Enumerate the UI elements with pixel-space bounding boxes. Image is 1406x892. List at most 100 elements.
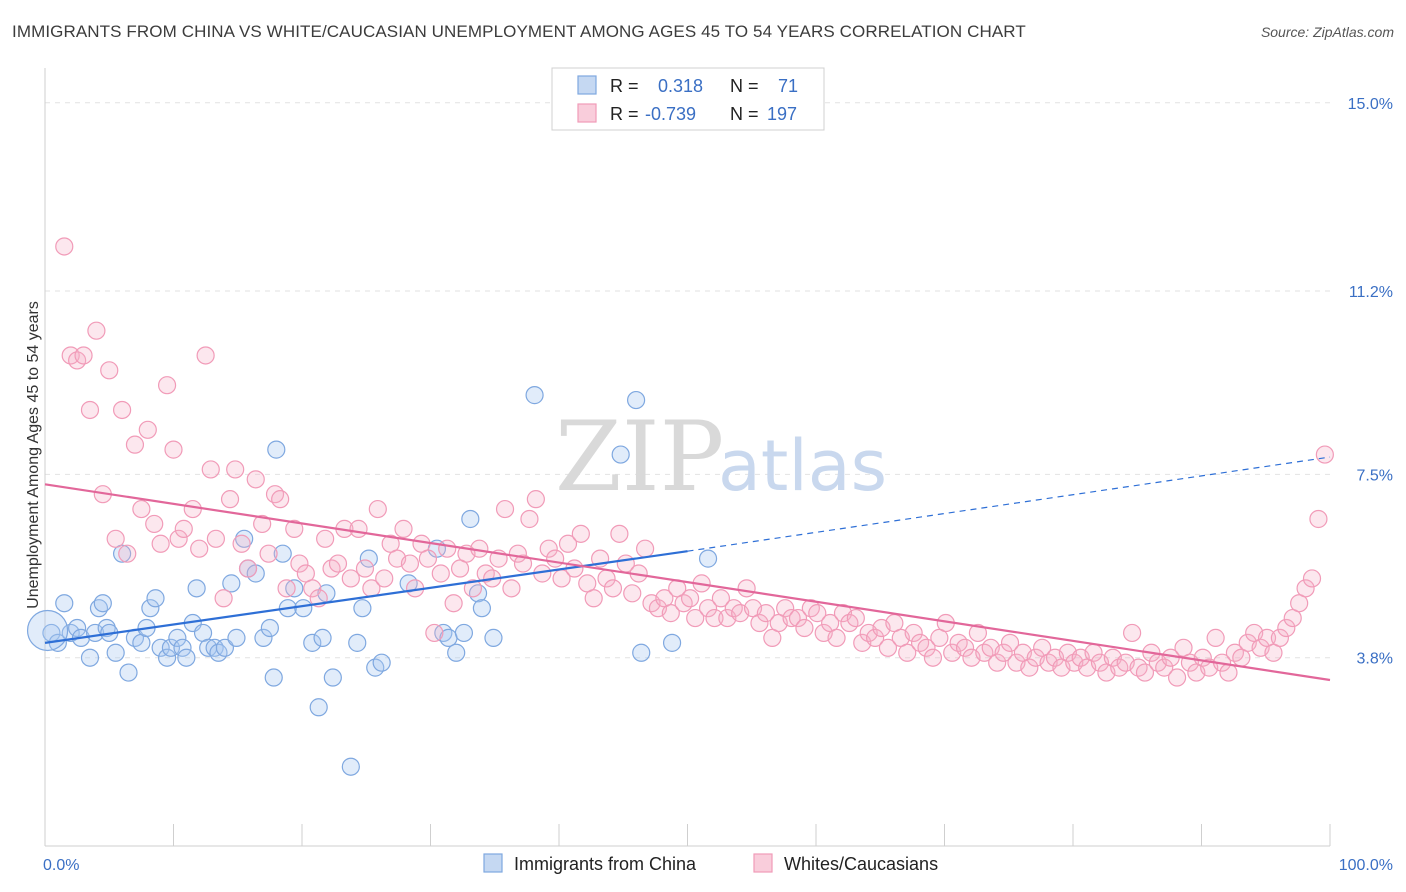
china-point-12	[106, 643, 125, 662]
white-point-133	[904, 623, 923, 643]
white-point-10	[118, 544, 137, 563]
china-point-65	[472, 599, 491, 618]
white-point-195	[1302, 569, 1322, 588]
tick-labels: 3.8% 7.5% 11.2% 15.0% 0.0% 100.0%	[43, 96, 1393, 874]
white-point-107	[737, 579, 756, 598]
x-tick-label-start: 0.0%	[43, 857, 79, 874]
white-point-180	[1206, 628, 1225, 647]
y-tick-label-1: 7.5%	[1357, 467, 1393, 484]
legend-swatch-white	[753, 853, 773, 873]
china-point-66	[484, 628, 503, 647]
china-point-39	[260, 618, 279, 638]
white-point-115	[788, 608, 808, 628]
china-point-46	[303, 633, 322, 652]
white-point-91	[635, 539, 655, 558]
china-point-69	[626, 390, 646, 410]
white-point-127	[866, 628, 885, 647]
china-point-53	[353, 599, 372, 618]
china-point-32	[215, 638, 234, 657]
white-point-39	[303, 579, 322, 598]
grid-lines	[45, 102, 1330, 659]
trend-line-china-extension	[687, 456, 1331, 552]
china-point-24	[173, 638, 192, 657]
stats-swatch-china	[577, 75, 597, 95]
china-point-25	[177, 648, 196, 667]
chart-source: Source: ZipAtlas.com	[1260, 24, 1394, 40]
white-point-197	[1315, 445, 1334, 464]
china-point-4	[68, 618, 87, 638]
legend-label-white: Whites/Caucasians	[784, 854, 938, 874]
white-point-28	[232, 534, 251, 553]
china-point-23	[168, 628, 187, 647]
stats-swatch-white	[577, 103, 597, 123]
china-point-68	[611, 445, 630, 464]
white-point-15	[151, 534, 170, 553]
white-point-169	[1135, 663, 1155, 682]
legend-label-china: Immigrants from China	[514, 854, 697, 874]
white-point-98	[680, 589, 700, 608]
white-point-72	[513, 554, 533, 573]
white-point-143	[968, 623, 988, 643]
white-point-22	[196, 346, 215, 365]
white-point-19	[174, 519, 193, 538]
white-point-135	[917, 638, 936, 657]
china-point-47	[309, 698, 328, 717]
china-point-44	[285, 579, 304, 598]
white-point-31	[253, 514, 272, 534]
white-point-45	[341, 569, 360, 588]
legend-swatch-china	[483, 853, 503, 873]
white-point-147	[994, 643, 1013, 662]
china-point-72	[698, 549, 718, 568]
white-point-26	[220, 490, 240, 509]
legend: Immigrants from China Whites/Caucasians	[483, 853, 938, 874]
white-point-49	[368, 499, 387, 519]
white-point-16	[157, 376, 177, 395]
white-point-33	[265, 485, 285, 504]
white-point-141	[955, 638, 975, 657]
white-point-23	[201, 460, 220, 479]
white-point-59	[431, 564, 450, 583]
china-point-27	[187, 579, 206, 598]
white-point-18	[169, 529, 188, 548]
trend-line-white	[44, 483, 1331, 682]
white-point-64	[463, 579, 483, 598]
white-point-151	[1020, 658, 1039, 677]
white-point-172	[1155, 658, 1174, 677]
y-tick-label-3: 15.0%	[1348, 96, 1393, 113]
white-point-35	[277, 579, 296, 598]
china-point-67	[525, 386, 544, 405]
white-point-116	[795, 618, 814, 638]
china-point-35	[235, 529, 254, 548]
white-point-41	[316, 529, 335, 548]
white-point-99	[686, 608, 705, 628]
china-point-34	[227, 628, 246, 647]
white-point-50	[375, 569, 394, 588]
white-point-7	[100, 361, 119, 380]
white-point-167	[1123, 623, 1142, 643]
china-point-19	[146, 589, 165, 608]
china-point-61	[447, 643, 466, 662]
white-point-61	[444, 594, 463, 613]
china-point-20	[151, 638, 170, 657]
white-point-34	[271, 490, 290, 509]
white-point-121	[827, 628, 846, 647]
white-point-25	[214, 589, 233, 608]
white-point-21	[190, 539, 209, 558]
white-point-9	[112, 400, 132, 420]
white-point-30	[246, 470, 265, 489]
china-point-64	[468, 584, 488, 603]
china-point-33	[222, 574, 241, 593]
china-point-40	[264, 668, 283, 687]
china-point-52	[348, 633, 367, 652]
white-point-37	[290, 554, 309, 573]
china-point-48	[313, 628, 332, 647]
white-point-114	[782, 608, 801, 628]
white-point-196	[1309, 509, 1328, 529]
china-point-45	[294, 599, 313, 618]
china-point-50	[323, 668, 342, 687]
white-point-76	[539, 539, 558, 558]
axes	[44, 68, 1331, 847]
china-point-6	[80, 648, 100, 667]
china-point-54	[359, 549, 378, 568]
